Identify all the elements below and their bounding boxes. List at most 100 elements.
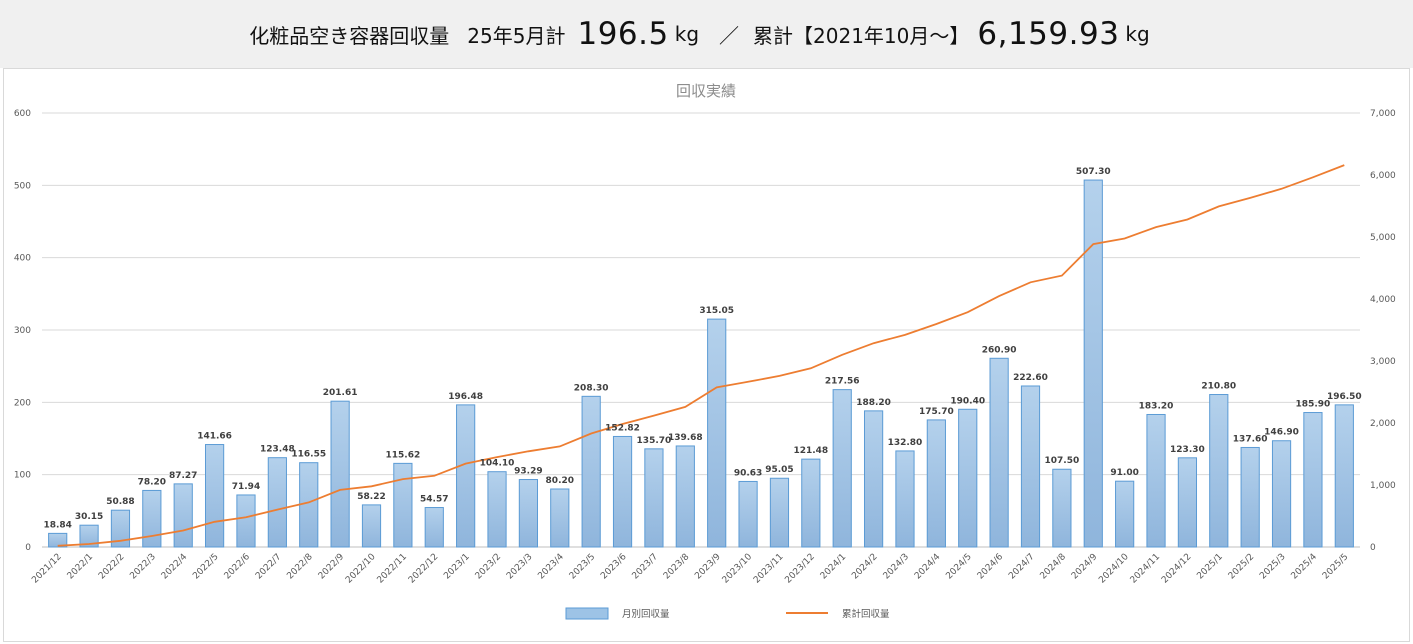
bar-data-label: 196.48 xyxy=(448,392,483,402)
bar-data-label: 91.00 xyxy=(1110,468,1138,478)
bar xyxy=(1177,457,1198,548)
y-axis-left: 0 100 200 300 400 500 600 xyxy=(14,109,31,553)
bar xyxy=(361,504,382,548)
header-title: 化粧品空き容器回収量 xyxy=(249,23,450,48)
y-left-tick-label: 0 xyxy=(25,543,31,553)
legend: 月別回収量 累計回収量 xyxy=(565,607,890,620)
x-tick-label: 2024/10 xyxy=(1097,552,1131,586)
bar xyxy=(1209,394,1229,548)
header-monthly-unit: kg xyxy=(674,22,700,46)
bar-data-label: 175.70 xyxy=(919,407,954,417)
x-tick-label: 2024/1 xyxy=(819,552,848,581)
x-tick-label: 2025/5 xyxy=(1321,552,1350,581)
y-right-tick-label: 0 xyxy=(1370,543,1376,553)
bar-data-label: 58.22 xyxy=(357,492,385,502)
x-tick-label: 2025/3 xyxy=(1258,552,1287,581)
x-tick-label: 2022/5 xyxy=(191,552,220,581)
y-left-tick-label: 200 xyxy=(14,398,31,408)
bar-data-label: 87.27 xyxy=(169,471,197,481)
bar xyxy=(738,480,758,548)
bar-data-label: 183.20 xyxy=(1139,401,1174,411)
bar xyxy=(1303,412,1323,548)
bar-data-label: 135.70 xyxy=(637,436,672,446)
x-tick-label: 2022/3 xyxy=(128,552,157,581)
x-tick-label: 2023/12 xyxy=(783,552,817,586)
header-total-label: 累計【2021年10月～】 xyxy=(753,23,970,48)
bar xyxy=(832,389,852,548)
x-tick-label: 2025/4 xyxy=(1290,552,1320,582)
bar xyxy=(644,448,664,548)
bar-data-label: 190.40 xyxy=(950,396,985,406)
bar-data-label: 123.48 xyxy=(260,445,295,455)
x-tick-label: 2023/10 xyxy=(721,552,755,586)
bar xyxy=(1052,468,1072,548)
x-tick-label: 2022/9 xyxy=(317,552,347,582)
x-tick-label: 2022/6 xyxy=(223,552,253,582)
x-tick-label: 2022/10 xyxy=(344,552,378,586)
bar-data-label: 80.20 xyxy=(546,476,574,486)
bar-data-label: 210.80 xyxy=(1201,382,1236,392)
bar xyxy=(769,477,790,548)
x-tick-label: 2024/6 xyxy=(976,552,1006,582)
legend-label-cumulative: 累計回収量 xyxy=(842,608,890,620)
bar xyxy=(581,395,601,548)
x-tick-label: 2024/3 xyxy=(882,552,911,581)
header-total-unit: kg xyxy=(1125,22,1150,46)
bar-data-label: 208.30 xyxy=(574,383,609,393)
bar xyxy=(48,532,68,548)
legend-label-monthly: 月別回収量 xyxy=(622,608,670,620)
bar-data-label: 139.68 xyxy=(668,433,703,443)
y-axis-right: 0 1,000 2,000 3,000 4,000 5,000 6,000 7,000 xyxy=(1370,109,1396,553)
bar xyxy=(707,318,727,548)
x-tick-label: 2022/8 xyxy=(285,552,315,582)
bar-data-label: 222.60 xyxy=(1013,373,1048,383)
y-right-tick-label: 5,000 xyxy=(1370,233,1396,243)
y-left-tick-label: 600 xyxy=(14,109,31,119)
bar-data-label: 152.82 xyxy=(605,423,640,433)
x-tick-label: 2022/11 xyxy=(375,552,409,586)
bar-data-label: 104.10 xyxy=(480,459,515,469)
x-tick-label: 2024/4 xyxy=(913,552,943,582)
y-right-tick-label: 3,000 xyxy=(1370,357,1396,367)
x-tick-label: 2025/1 xyxy=(1195,552,1224,581)
header-separator: ／ xyxy=(719,23,740,48)
bar-data-label: 93.29 xyxy=(514,467,542,477)
x-tick-label: 2022/7 xyxy=(254,552,283,581)
x-tick-label: 2024/2 xyxy=(850,552,879,581)
bar-data-label: 185.90 xyxy=(1296,400,1331,410)
header-total-value: 6,159.93 xyxy=(977,16,1120,52)
bar-data-label: 201.61 xyxy=(323,388,358,398)
bar xyxy=(612,435,633,548)
bar-data-label: 18.84 xyxy=(43,520,71,530)
bar xyxy=(110,509,131,548)
bar-data-label: 146.90 xyxy=(1264,428,1299,438)
bar-series xyxy=(48,179,1354,548)
header-month-label: 25年5月計 xyxy=(467,23,566,48)
x-tick-label: 2022/4 xyxy=(160,552,190,582)
bar-data-label: 507.30 xyxy=(1076,167,1111,177)
bar xyxy=(989,357,1009,548)
x-tick-label: 2023/11 xyxy=(752,552,786,586)
bar xyxy=(1115,480,1135,548)
x-tick-label: 2024/11 xyxy=(1129,552,1163,586)
chart-title: 回収実績 xyxy=(676,82,736,100)
bar-data-label: 217.56 xyxy=(825,377,860,387)
y-left-tick-label: 300 xyxy=(14,326,31,336)
bar-data-label: 260.90 xyxy=(982,345,1017,355)
bar xyxy=(424,507,444,548)
bar xyxy=(204,444,225,548)
line-series xyxy=(57,164,1345,547)
bar-data-label: 54.57 xyxy=(420,495,448,505)
bar xyxy=(1271,440,1292,548)
y-right-tick-label: 7,000 xyxy=(1370,109,1396,119)
bar xyxy=(1020,385,1041,548)
bar xyxy=(1240,446,1260,548)
x-tick-label: 2025/2 xyxy=(1227,552,1256,581)
bar-data-label: 95.05 xyxy=(765,465,793,475)
y-right-tick-label: 6,000 xyxy=(1370,171,1396,181)
y-right-tick-label: 2,000 xyxy=(1370,419,1396,429)
x-tick-label: 2023/6 xyxy=(599,552,629,582)
y-left-tick-label: 400 xyxy=(14,254,31,264)
bar xyxy=(1334,404,1354,548)
